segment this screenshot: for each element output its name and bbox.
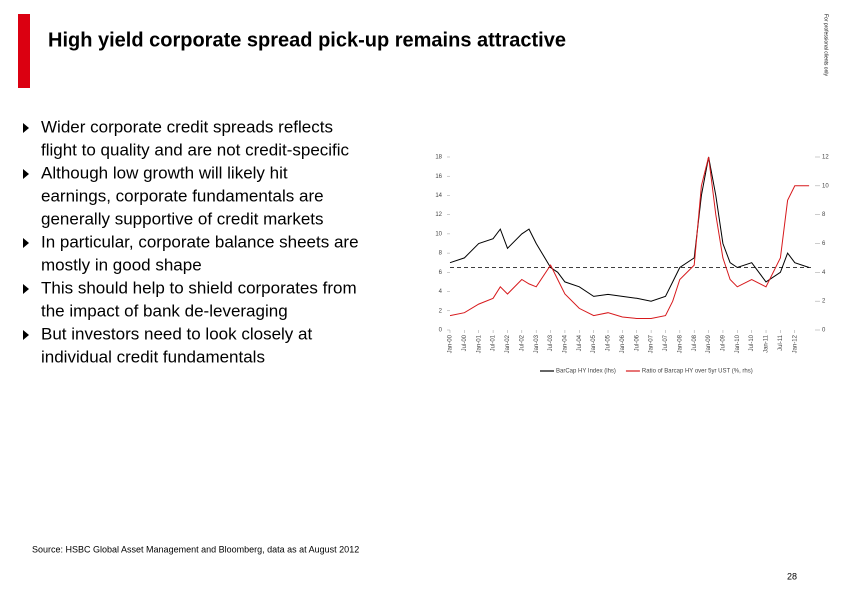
x-tick-label: Jan-12 xyxy=(792,334,798,353)
y2-tick-label: 6 xyxy=(822,241,826,247)
x-tick-label: Jan-10 xyxy=(735,334,741,353)
side-note: For professional clients only xyxy=(823,14,829,76)
bullet-arrow xyxy=(23,238,29,248)
series-line xyxy=(449,156,810,302)
x-tick-label: Jan-02 xyxy=(505,334,511,353)
x-tick-label: Jul-07 xyxy=(663,334,669,351)
bullet-arrow xyxy=(23,123,29,133)
x-tick-label: Jul-04 xyxy=(577,334,583,351)
x-tick-label: Jan-06 xyxy=(620,334,626,353)
bullet-text: mostly in good shape xyxy=(41,255,202,274)
bullet-text: Although low growth will likely hit xyxy=(41,163,288,182)
x-tick-label: Jul-06 xyxy=(634,334,640,351)
slide-title: High yield corporate spread pick-up rema… xyxy=(48,29,566,51)
y-tick-label: 2 xyxy=(439,308,443,314)
bullet-text: flight to quality and are not credit-spe… xyxy=(41,140,350,159)
bullet-text: Wider corporate credit spreads reflects xyxy=(41,117,333,136)
accent-bar xyxy=(18,14,30,88)
bullet-arrow xyxy=(23,330,29,340)
x-tick-label: Jul-08 xyxy=(692,334,698,351)
series-line xyxy=(449,156,810,319)
x-tick-label: Jan-07 xyxy=(649,334,655,353)
x-tick-label: Jan-11 xyxy=(764,334,770,353)
x-tick-label: Jan-09 xyxy=(706,334,712,353)
y2-tick-label: 12 xyxy=(822,155,829,161)
bullet-arrow xyxy=(23,169,29,179)
bullet-text: earnings, corporate fundamentals are xyxy=(41,186,324,205)
y-tick-label: 0 xyxy=(439,328,443,334)
x-tick-label: Jul-00 xyxy=(462,334,468,351)
x-tick-label: Jul-03 xyxy=(548,334,554,351)
source: Source: HSBC Global Asset Management and… xyxy=(32,544,359,554)
x-tick-label: Jan-00 xyxy=(448,334,454,353)
y2-tick-label: 0 xyxy=(822,328,826,334)
y-tick-label: 16 xyxy=(435,174,442,180)
y2-tick-label: 4 xyxy=(822,270,826,276)
y-tick-label: 18 xyxy=(435,155,442,161)
x-tick-label: Jan-08 xyxy=(677,334,683,353)
x-tick-label: Jul-02 xyxy=(519,334,525,351)
page-number: 28 xyxy=(787,571,797,581)
bullet-text: But investors need to look closely at xyxy=(41,324,312,343)
bullet-text: This should help to shield corporates fr… xyxy=(41,278,357,297)
x-tick-label: Jul-10 xyxy=(749,334,755,351)
x-tick-label: Jul-05 xyxy=(606,334,612,351)
bullet-text: the impact of bank de-leveraging xyxy=(41,301,288,320)
x-tick-label: Jul-09 xyxy=(721,334,727,351)
legend-label: Ratio of Barcap HY over 5yr UST (%, rhs) xyxy=(642,369,753,375)
bullet-text: In particular, corporate balance sheets … xyxy=(41,232,359,251)
y-tick-label: 14 xyxy=(435,193,442,199)
y2-tick-label: 8 xyxy=(822,212,826,218)
legend-label: BarCap HY Index (lhs) xyxy=(556,369,616,375)
y-tick-label: 8 xyxy=(439,251,443,257)
x-tick-label: Jan-03 xyxy=(534,334,540,353)
x-tick-label: Jan-01 xyxy=(476,334,482,353)
y-tick-label: 4 xyxy=(439,289,443,295)
bullet-text: individual credit fundamentals xyxy=(41,347,265,366)
y2-tick-label: 2 xyxy=(822,299,826,305)
x-tick-label: Jul-11 xyxy=(778,334,784,351)
x-tick-label: Jan-05 xyxy=(591,334,597,353)
bullet-text: generally supportive of credit markets xyxy=(41,209,324,228)
x-tick-label: Jan-04 xyxy=(562,334,568,353)
bullet-arrow xyxy=(23,284,29,294)
y-tick-label: 12 xyxy=(435,212,442,218)
x-tick-label: Jul-01 xyxy=(491,334,497,351)
y2-tick-label: 10 xyxy=(822,183,829,189)
y-tick-label: 6 xyxy=(439,270,443,276)
y-tick-label: 10 xyxy=(435,231,442,237)
